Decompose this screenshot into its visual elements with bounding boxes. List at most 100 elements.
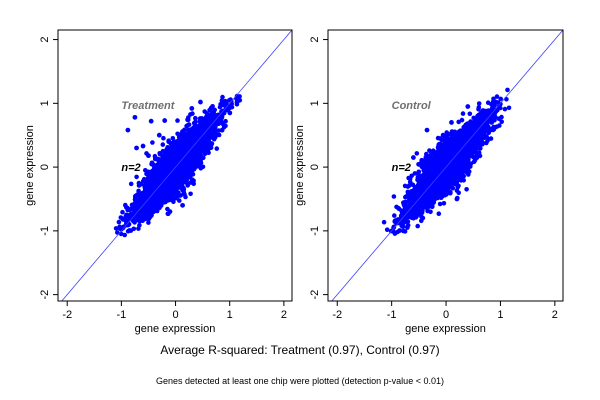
data-point [407,197,412,203]
data-point [384,227,390,232]
data-point [173,155,179,160]
y-tick-label: 0 [39,164,51,170]
data-point [118,215,124,220]
data-point [183,194,188,200]
data-point [223,118,228,124]
data-point [164,171,170,176]
data-point [198,152,203,158]
data-point [165,189,170,194]
data-point [148,118,154,124]
data-point [437,136,443,141]
data-point [172,170,177,175]
data-point [134,145,139,151]
data-point [227,110,233,116]
data-point [175,118,180,123]
data-point [117,224,122,230]
data-point [427,159,433,164]
data-point [505,87,510,93]
data-point [160,174,165,179]
data-point [128,181,134,187]
data-point [145,172,151,177]
data-point [190,137,195,143]
data-point [170,193,175,198]
data-point [491,124,496,130]
data-point [137,201,143,207]
data-point [204,114,209,120]
data-point [485,136,491,142]
data-point [391,194,397,199]
data-point [497,123,502,128]
data-point [188,158,193,163]
data-point [125,206,130,211]
data-point [415,177,420,183]
x-tick-label: 1 [227,309,233,321]
y-tick-label: 1 [39,100,51,106]
data-point [187,143,192,149]
data-point [208,105,214,111]
x-tick-label: 0 [172,309,178,321]
y-tick-label: -1 [39,226,51,236]
data-point [421,162,426,167]
data-point [474,155,480,160]
data-point [459,117,465,123]
data-point [455,185,461,190]
data-point [174,141,180,147]
data-point [401,203,407,208]
data-point [412,171,418,176]
reference-line [61,30,292,301]
data-point [200,122,205,128]
data-point [202,133,208,138]
data-point [381,219,387,225]
data-point [135,205,140,211]
data-point [136,183,142,188]
data-point [133,194,138,200]
data-point [197,131,202,136]
data-point [193,150,198,156]
data-point [476,105,482,110]
data-point [477,118,482,124]
data-point [171,199,176,205]
data-point [234,93,240,99]
data-point [408,201,413,207]
data-point [467,111,473,117]
data-point [471,159,477,165]
data-point [180,129,185,134]
data-point [493,99,499,105]
data-point [161,200,166,205]
x-tick-label: 2 [281,309,287,321]
data-point [126,228,132,234]
data-point [158,187,163,193]
data-point [136,226,141,231]
data-point [161,160,167,165]
data-point [123,202,128,208]
data-point [213,124,218,129]
data-point [392,213,397,218]
data-point [220,121,225,127]
data-point [190,111,195,116]
data-point [175,190,181,196]
data-point [174,195,179,201]
data-point [162,118,168,123]
data-point [396,206,402,212]
data-point [185,130,191,136]
data-point [168,159,173,165]
data-point [213,120,218,125]
data-point [216,132,222,138]
data-point [140,218,145,223]
data-point [130,217,135,222]
data-point [206,118,211,124]
data-point [166,138,171,143]
data-point [432,154,438,159]
data-point [189,106,195,111]
y-axis-label: gene expression [24,125,36,206]
data-point [131,226,137,232]
data-point [223,99,228,105]
data-point [150,206,155,211]
data-point [486,130,492,136]
data-point [193,155,198,160]
data-point [485,108,491,114]
data-point [146,185,151,190]
data-point [146,220,151,225]
